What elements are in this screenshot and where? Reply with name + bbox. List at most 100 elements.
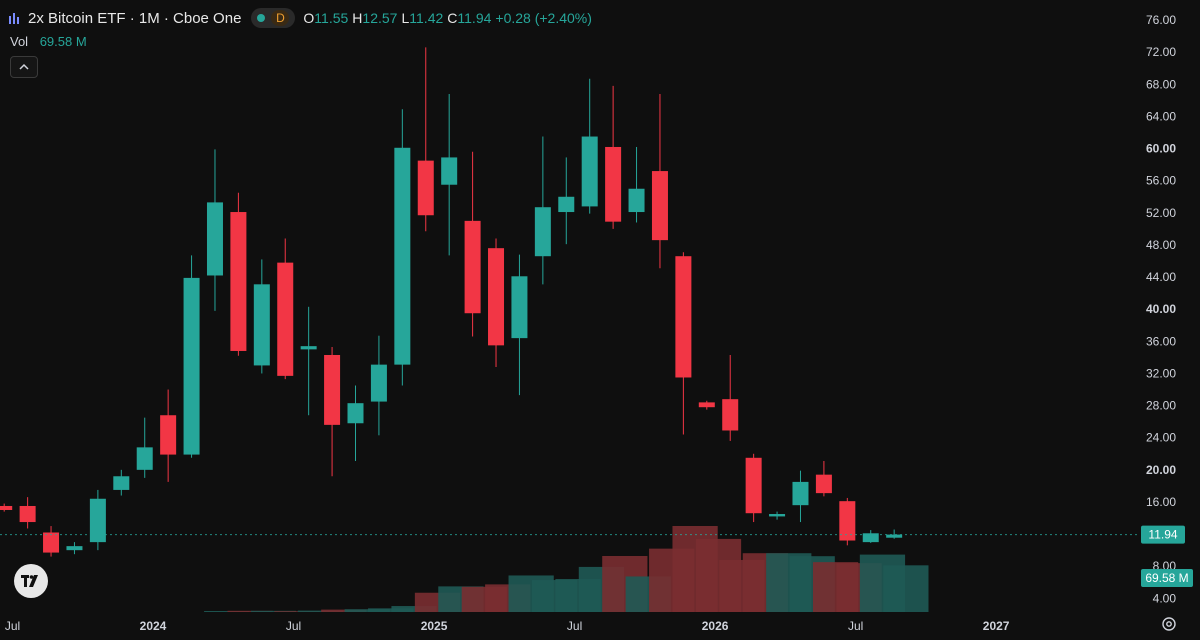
candle-body [43,532,60,553]
gear-icon[interactable] [1160,615,1178,633]
volume-bar [321,609,367,612]
y-axis-tick-label: 28.00 [1146,399,1176,413]
candle-body [89,498,106,543]
volume-bar [368,608,414,612]
candle-body [745,457,762,514]
volume-bar [274,611,320,612]
candle-body [464,220,481,314]
volume-tag-text: 69.58 M [1145,571,1188,585]
candle-body [253,284,270,366]
candle-body [558,196,575,213]
candle-body [66,546,83,551]
y-axis-tick-label: 76.00 [1146,13,1176,27]
volume-bar [250,610,297,612]
y-axis-tick-label: 16.00 [1146,495,1176,509]
y-axis-tick-label: 24.00 [1146,431,1176,445]
candle-body [886,534,903,538]
low-value: 11.42 [409,10,444,26]
tradingview-logo-icon[interactable] [14,564,48,598]
candle-body [675,256,692,378]
candle-body [183,277,200,455]
volume-bar [344,609,390,612]
y-axis-tick-label: 56.00 [1146,174,1176,188]
volume-bar [297,610,343,612]
candle-body [441,157,458,185]
x-axis-label: 2027 [983,619,1010,633]
volume-legend: Vol 69.58 M [10,34,87,49]
y-axis-tick-label: 32.00 [1146,366,1176,380]
market-status-dot-icon [257,14,266,22]
close-label: C [447,10,458,26]
y-axis-tick-label: 4.00 [1153,591,1177,605]
candle-body [324,354,341,425]
candle-body [136,447,153,470]
x-axis-label: Jul [286,619,301,633]
candle-body [792,481,809,506]
volume-bar [883,565,929,612]
volume-bar [227,610,273,612]
volume-value: 69.58 M [39,34,87,49]
last-price-tag-text: 11.94 [1148,528,1177,542]
x-axis-label: 2026 [702,619,729,633]
high-label: H [352,10,363,26]
open-label: O [303,10,315,26]
open-value: 11.55 [314,10,349,26]
y-axis-tick-label: 40.00 [1146,302,1176,316]
y-axis-tick-label: 20.00 [1146,463,1176,477]
y-axis-tick-label: 64.00 [1146,109,1176,123]
volume-tag [1141,569,1193,587]
low-label: L [401,10,410,26]
y-axis-tick-label: 72.00 [1146,45,1176,59]
candle-body [206,202,223,276]
y-axis-tick-label: 68.00 [1146,77,1176,91]
candle-body [0,505,13,510]
candle-body [113,476,130,490]
candle-body [511,276,528,339]
candle-body [605,146,622,222]
last-price-tag [1141,525,1185,544]
y-axis-tick-label: 52.00 [1146,206,1176,220]
volume-bar [204,611,250,612]
candle-body [651,171,668,241]
y-axis-tick-label: 48.00 [1146,238,1176,252]
y-axis-tick-label: 60.00 [1146,142,1176,156]
candle-body [347,403,364,424]
candle-body [698,402,715,408]
candle-body [277,262,294,376]
candle-body [417,160,434,216]
x-axis-label: Jul [567,619,582,633]
market-status-pill[interactable]: D [251,8,296,28]
price-axis [1140,0,1200,640]
x-axis-label: 2024 [140,619,167,633]
candle-body [19,505,36,523]
candle-body [815,474,832,494]
chevron-up-icon [19,63,29,70]
tradingview-mark [21,575,38,587]
candle-body [628,188,645,213]
volume-bar [391,606,437,612]
collapse-legend-button[interactable] [10,56,38,78]
candle-body [300,346,317,350]
change-value: +0.28 (+2.40%) [495,10,592,26]
candle-body [769,514,786,517]
candle-body [862,533,879,543]
high-value: 12.57 [362,10,398,26]
y-axis-tick-label: 36.00 [1146,334,1176,348]
x-axis-label: Jul [848,619,863,633]
candle-body [722,399,739,431]
x-axis-label: Jul [5,619,20,633]
delay-badge: D [271,10,290,26]
y-axis-tick-label: 44.00 [1146,270,1176,284]
candle-body [394,147,411,365]
candle-body [230,212,247,351]
time-axis [0,612,1200,640]
symbol-title[interactable]: 2x Bitcoin ETF · 1M · Cboe One [28,9,242,27]
volume-label: Vol [10,34,29,49]
candle-body [839,501,856,541]
legend-header: 2x Bitcoin ETF · 1M · Cboe One D O 11.55 … [8,8,596,28]
bar-chart-icon [9,13,19,24]
candle-body [534,207,551,257]
x-axis-label: 2025 [421,619,448,633]
